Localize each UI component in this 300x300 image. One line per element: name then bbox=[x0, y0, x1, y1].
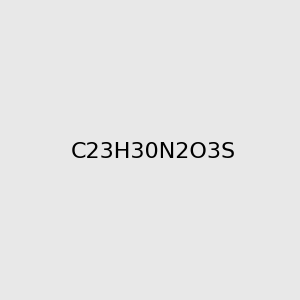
Text: C23H30N2O3S: C23H30N2O3S bbox=[71, 142, 236, 161]
